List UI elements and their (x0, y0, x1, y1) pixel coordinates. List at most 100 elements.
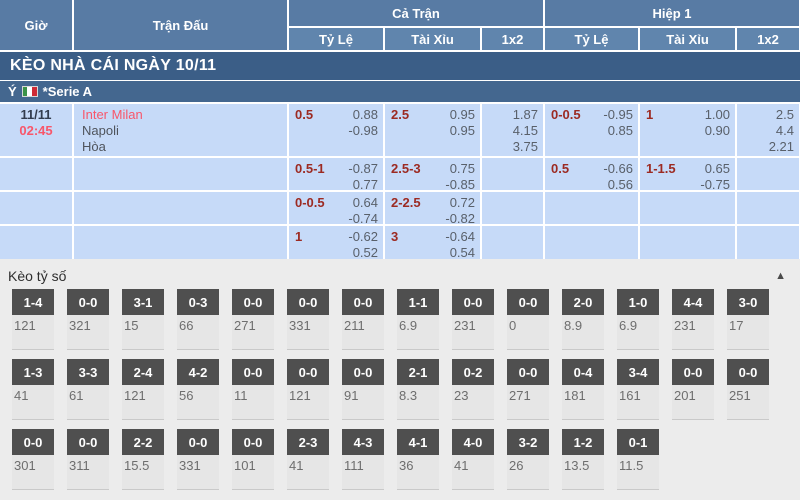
score-odds-value: 211 (342, 315, 384, 350)
full-handicap-odds-cell[interactable]: 0-0.5 0.64 -0.74 (289, 192, 383, 224)
score-tile[interactable]: 2-0 8.9 (562, 289, 604, 351)
full-1x2-odds-cell[interactable]: 1.87 4.15 3.75 (482, 104, 543, 156)
score-tile[interactable]: 0-2 23 (452, 359, 494, 421)
league-bar[interactable]: Ý *Serie A (0, 80, 800, 102)
score-tile[interactable]: 3-2 26 (507, 429, 549, 491)
column-header-match: Trận Đấu (74, 0, 287, 50)
score-odds-value: 11 (232, 385, 274, 420)
score-tile[interactable]: 0-0 201 (672, 359, 714, 421)
score-tile[interactable]: 0-0 101 (232, 429, 274, 491)
score-tile[interactable]: 2-3 41 (287, 429, 329, 491)
odds-values: 0.95 0.95 (450, 107, 475, 156)
score-odds-value: 41 (452, 455, 494, 490)
half-1x2-odds-cell[interactable] (737, 226, 799, 259)
score-tile[interactable]: 2-2 15.5 (122, 429, 164, 491)
half-total-odds-cell[interactable]: 1-1.5 0.65 -0.75 (640, 158, 735, 190)
half-1x2-odds-cell[interactable]: 2.5 4.4 2.21 (737, 104, 799, 156)
half-total-odds-cell[interactable] (640, 226, 735, 259)
half-1x2-odds-cell[interactable] (737, 158, 799, 190)
score-tile[interactable]: 2-1 8.3 (397, 359, 439, 421)
score-tile[interactable]: 0-0 301 (12, 429, 54, 491)
score-tile[interactable]: 4-4 231 (672, 289, 714, 351)
score-odds-value: 11.5 (617, 455, 659, 490)
score-tile[interactable]: 4-0 41 (452, 429, 494, 491)
full-handicap-odds-cell[interactable]: 1 -0.62 0.52 (289, 226, 383, 259)
score-tile[interactable]: 0-0 321 (67, 289, 109, 351)
column-group-first-half: Hiệp 1 (545, 0, 799, 26)
score-tile[interactable]: 3-3 61 (67, 359, 109, 421)
half-total-odds-cell[interactable] (640, 192, 735, 224)
score-tile[interactable]: 0-0 121 (287, 359, 329, 421)
score-tile[interactable]: 0-0 11 (232, 359, 274, 421)
score-tile[interactable]: 1-3 41 (12, 359, 54, 421)
odds-values: -0.64 0.54 (445, 229, 475, 259)
full-total-odds-cell[interactable]: 2.5-3 0.75 -0.85 (385, 158, 480, 190)
score-tile[interactable]: 0-0 311 (67, 429, 109, 491)
full-total-odds-cell[interactable]: 3 -0.64 0.54 (385, 226, 480, 259)
full-total-odds-cell[interactable]: 2.5 0.95 0.95 (385, 104, 480, 156)
chevron-up-icon[interactable]: ▲ (775, 269, 786, 282)
odds-value-over: 1.00 (704, 107, 730, 122)
subheader-half-handicap: Tỷ Lệ (545, 28, 638, 50)
score-odds-value: 41 (287, 455, 329, 490)
score-tile[interactable]: 0-0 0 (507, 289, 549, 351)
score-tile[interactable]: 0-0 331 (177, 429, 219, 491)
full-1x2-odds-cell[interactable] (482, 226, 543, 259)
score-odds-value: 231 (672, 315, 714, 350)
half-total-odds-cell[interactable]: 1 1.00 0.90 (640, 104, 735, 156)
half-handicap-odds-cell[interactable]: 0-0.5 -0.95 0.85 (545, 104, 638, 156)
odds-value-under: -0.85 (445, 177, 475, 190)
score-label: 3-0 (727, 289, 769, 315)
away-team-name: Napoli (82, 123, 119, 138)
handicap-line: 0.5 (295, 107, 314, 122)
score-tile[interactable]: 0-1 11.5 (617, 429, 659, 491)
score-odds-value: 8.9 (562, 315, 604, 350)
half-handicap-odds-cell[interactable] (545, 226, 638, 259)
score-tile[interactable]: 4-3 111 (342, 429, 384, 491)
full-1x2-odds-cell[interactable] (482, 192, 543, 224)
full-handicap-odds-cell[interactable]: 0.5-1 -0.87 0.77 (289, 158, 383, 190)
correct-score-titlebar: Kèo tỷ số ▲ (0, 259, 800, 285)
score-tile[interactable]: 0-0 271 (507, 359, 549, 421)
score-tile[interactable]: 0-3 66 (177, 289, 219, 351)
score-tile[interactable]: 0-0 211 (342, 289, 384, 351)
score-tile[interactable]: 4-1 36 (397, 429, 439, 491)
score-tile[interactable]: 1-1 6.9 (397, 289, 439, 351)
score-tile[interactable]: 1-0 6.9 (617, 289, 659, 351)
score-tile[interactable]: 4-2 56 (177, 359, 219, 421)
score-tile[interactable]: 0-0 331 (287, 289, 329, 351)
score-label: 0-0 (67, 429, 109, 455)
odds-value-under: -0.98 (348, 123, 378, 138)
score-odds-value: 321 (67, 315, 109, 350)
score-label: 3-3 (67, 359, 109, 385)
full-total-odds-cell[interactable]: 2-2.5 0.72 -0.82 (385, 192, 480, 224)
odds-values: -0.87 0.77 (348, 161, 378, 190)
score-tile[interactable]: 0-0 91 (342, 359, 384, 421)
full-handicap-odds-cell[interactable]: 0.5 0.88 -0.98 (289, 104, 383, 156)
score-tile[interactable]: 1-4 121 (12, 289, 54, 351)
match-teams-cell (74, 192, 287, 224)
score-odds-value: 8.3 (397, 385, 439, 420)
score-odds-value: 181 (562, 385, 604, 420)
score-tile[interactable]: 3-4 161 (617, 359, 659, 421)
full-1x2-odds-cell[interactable] (482, 158, 543, 190)
score-tile[interactable]: 0-0 231 (452, 289, 494, 351)
odds-value-over: -0.66 (603, 161, 633, 176)
odds-value-under: -0.82 (445, 211, 475, 224)
score-tile[interactable]: 1-2 13.5 (562, 429, 604, 491)
half-1x2-odds-cell[interactable] (737, 192, 799, 224)
score-tile[interactable]: 3-0 17 (727, 289, 769, 351)
home-team-name: Inter Milan (82, 107, 143, 122)
score-tile[interactable]: 0-0 251 (727, 359, 769, 421)
half-handicap-odds-cell[interactable]: 0.5 -0.66 0.56 (545, 158, 638, 190)
correct-score-title: Kèo tỷ số (8, 267, 67, 284)
score-tile[interactable]: 2-4 121 (122, 359, 164, 421)
handicap-line: 0.5-1 (295, 161, 325, 176)
score-tile[interactable]: 3-1 15 (122, 289, 164, 351)
score-tile[interactable]: 0-0 271 (232, 289, 274, 351)
score-label: 0-3 (177, 289, 219, 315)
score-odds-value: 15 (122, 315, 164, 350)
half-handicap-odds-cell[interactable] (545, 192, 638, 224)
score-tile[interactable]: 0-4 181 (562, 359, 604, 421)
